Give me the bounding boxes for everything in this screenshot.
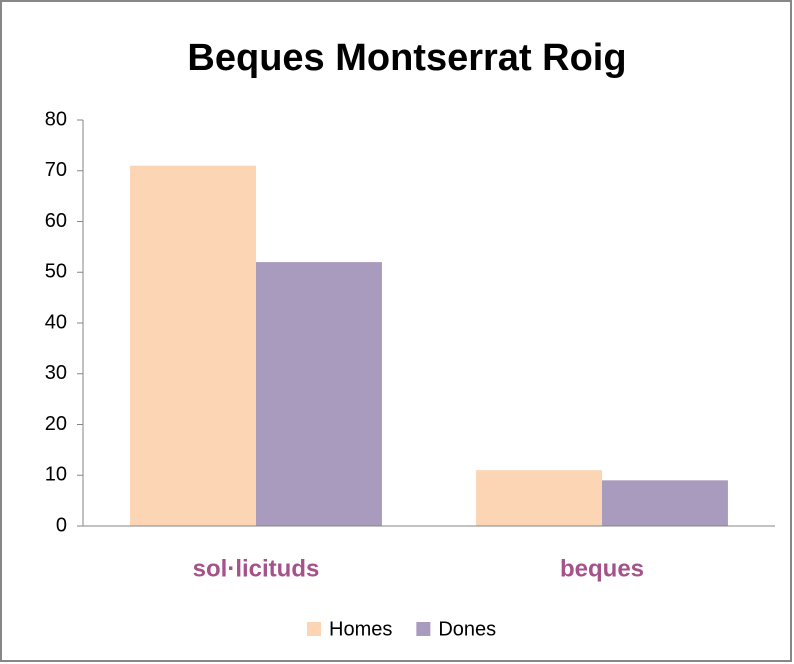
- legend-label: Dones: [438, 618, 496, 640]
- bar: [130, 165, 256, 527]
- y-tick-label: 60: [45, 210, 67, 232]
- y-tick-label: 70: [45, 159, 67, 181]
- bar: [256, 262, 382, 526]
- chart-title: Beques Montserrat Roig: [187, 37, 626, 79]
- legend-swatch: [307, 622, 321, 636]
- y-tick-label: 80: [45, 108, 67, 130]
- x-tick-label: beques: [560, 555, 644, 582]
- bar: [476, 470, 602, 526]
- y-tick-label: 50: [45, 261, 67, 283]
- bar: [602, 480, 728, 526]
- y-tick-label: 10: [45, 464, 67, 486]
- y-tick-label: 0: [56, 514, 67, 536]
- legend-label: Homes: [329, 618, 392, 640]
- legend-swatch: [416, 622, 431, 636]
- y-tick-label: 20: [45, 413, 67, 435]
- x-tick-label: sol·licituds: [193, 555, 320, 582]
- y-tick-label: 30: [45, 362, 67, 384]
- y-tick-label: 40: [45, 311, 67, 333]
